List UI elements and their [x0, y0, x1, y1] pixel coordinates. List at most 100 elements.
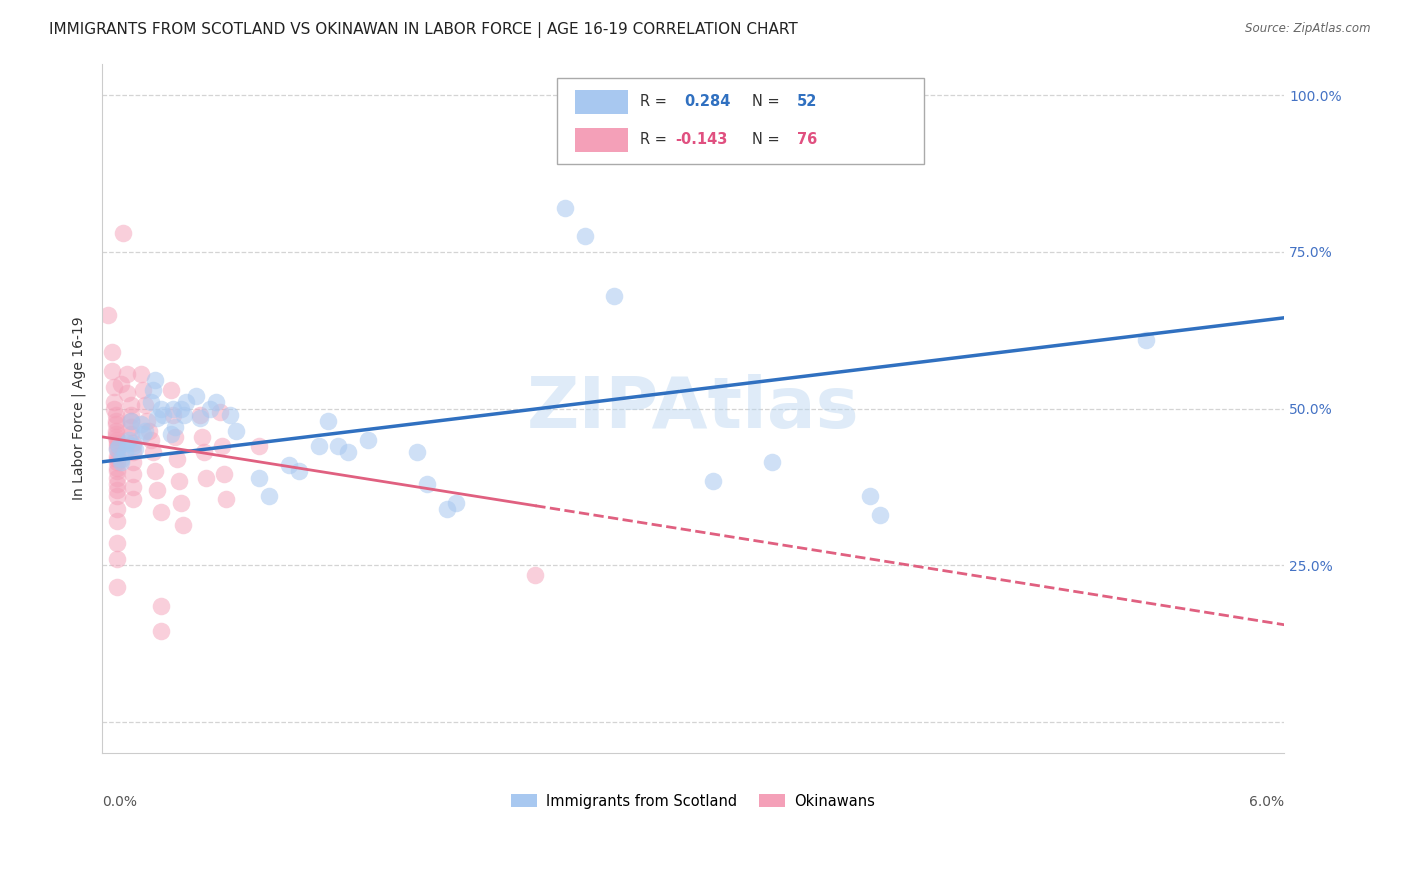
Point — [215, 492, 238, 507]
Point — [166, 451, 188, 466]
Point — [107, 470, 129, 484]
Point — [107, 449, 129, 463]
Point — [107, 476, 129, 491]
Point — [247, 470, 270, 484]
Point — [120, 408, 142, 422]
Point — [120, 420, 142, 434]
Point — [122, 492, 145, 507]
Text: N =: N = — [752, 132, 785, 147]
Point — [122, 480, 145, 494]
Point — [436, 501, 458, 516]
Point — [163, 430, 186, 444]
Point — [257, 489, 280, 503]
Point — [208, 405, 231, 419]
Point — [136, 414, 159, 428]
Point — [103, 401, 125, 416]
Point — [104, 408, 127, 422]
Point — [134, 399, 156, 413]
Point — [288, 464, 311, 478]
Point — [761, 455, 783, 469]
Bar — [575, 128, 628, 152]
Point — [328, 439, 350, 453]
Point — [162, 408, 184, 422]
Point — [118, 433, 141, 447]
Point — [149, 505, 172, 519]
Y-axis label: In Labor Force | Age 16-19: In Labor Force | Age 16-19 — [72, 317, 86, 500]
Point — [169, 401, 191, 416]
Point — [122, 445, 145, 459]
Point — [193, 445, 215, 459]
Text: 6.0%: 6.0% — [1249, 795, 1284, 808]
Text: 0.284: 0.284 — [685, 95, 731, 110]
Point — [100, 345, 122, 359]
Point — [129, 417, 152, 432]
Point — [143, 373, 166, 387]
Point — [110, 455, 132, 469]
Point — [869, 508, 891, 522]
Legend: Immigrants from Scotland, Okinawans: Immigrants from Scotland, Okinawans — [505, 789, 880, 814]
Point — [104, 414, 127, 428]
Point — [149, 624, 172, 638]
Bar — [557, 78, 924, 164]
Point — [107, 439, 129, 453]
Point — [114, 445, 136, 459]
Point — [107, 451, 129, 466]
Point — [416, 476, 439, 491]
Point — [149, 599, 172, 613]
Point — [124, 442, 146, 457]
Point — [162, 401, 184, 416]
Point — [107, 442, 129, 457]
Point — [191, 430, 214, 444]
Point — [225, 424, 247, 438]
Point — [143, 464, 166, 478]
Point — [122, 455, 145, 469]
Point — [110, 451, 132, 466]
Point — [104, 417, 127, 432]
Text: IMMIGRANTS FROM SCOTLAND VS OKINAWAN IN LABOR FORCE | AGE 16-19 CORRELATION CHAR: IMMIGRANTS FROM SCOTLAND VS OKINAWAN IN … — [49, 22, 799, 38]
Point — [212, 467, 235, 482]
Point — [163, 420, 186, 434]
Point — [122, 436, 145, 450]
Point — [142, 383, 165, 397]
Point — [702, 474, 724, 488]
Point — [107, 515, 129, 529]
Point — [142, 445, 165, 459]
Point — [104, 424, 127, 438]
Point — [218, 408, 240, 422]
Text: 76: 76 — [797, 132, 817, 147]
Point — [103, 395, 125, 409]
Point — [122, 467, 145, 482]
Point — [1135, 333, 1157, 347]
Point — [120, 414, 142, 428]
Text: R =: R = — [640, 132, 671, 147]
Point — [138, 424, 160, 438]
Point — [134, 424, 156, 438]
Point — [97, 308, 120, 322]
Point — [524, 567, 547, 582]
Point — [554, 201, 576, 215]
Point — [159, 426, 181, 441]
Point — [122, 439, 145, 453]
Point — [186, 389, 208, 403]
Point — [357, 433, 380, 447]
Point — [117, 367, 139, 381]
Point — [129, 367, 152, 381]
Bar — [575, 90, 628, 114]
Point — [337, 445, 360, 459]
Point — [107, 501, 129, 516]
Point — [318, 414, 340, 428]
Point — [159, 383, 181, 397]
Point — [107, 455, 129, 469]
Point — [139, 433, 162, 447]
Text: R =: R = — [640, 95, 671, 110]
Point — [308, 439, 330, 453]
Point — [149, 401, 172, 416]
Point — [110, 376, 132, 391]
Point — [172, 517, 194, 532]
Point — [188, 411, 211, 425]
Point — [107, 461, 129, 475]
Point — [132, 426, 155, 441]
Point — [169, 495, 191, 509]
Point — [100, 364, 122, 378]
Point — [107, 442, 129, 457]
